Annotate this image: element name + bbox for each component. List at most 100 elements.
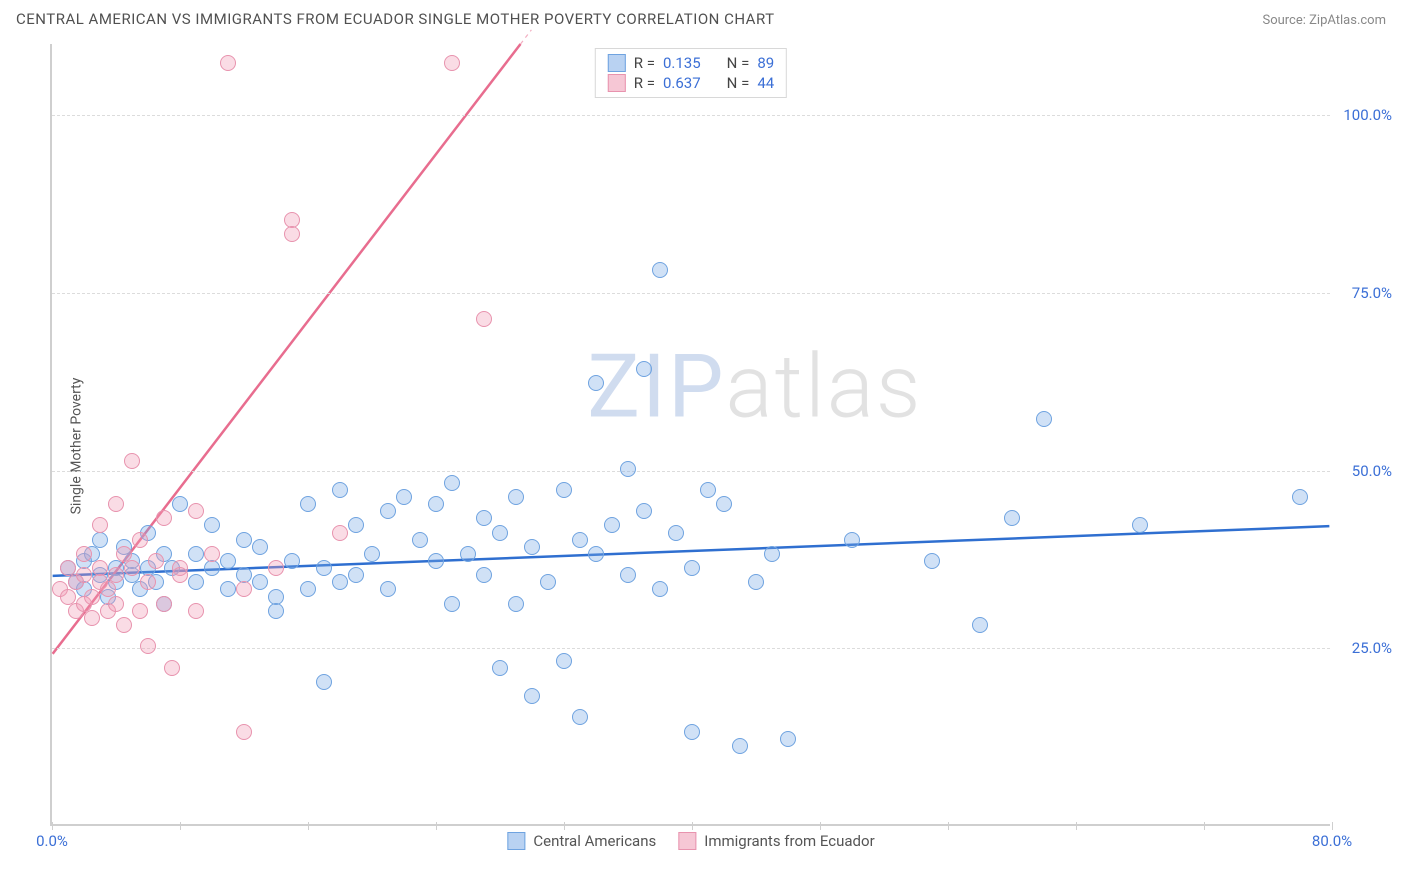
data-point (524, 688, 540, 704)
data-point (164, 660, 180, 676)
x-tick-label: 0.0% (36, 832, 68, 850)
data-point (668, 525, 684, 541)
data-point (124, 560, 140, 576)
x-tick (1076, 822, 1077, 830)
data-point (140, 638, 156, 654)
data-point (132, 532, 148, 548)
legend-swatch (678, 832, 696, 850)
data-point (972, 617, 988, 633)
y-tick-label: 25.0% (1352, 639, 1392, 657)
data-point (764, 546, 780, 562)
data-point (636, 361, 652, 377)
data-point (556, 482, 572, 498)
data-point (652, 262, 668, 278)
data-point (684, 724, 700, 740)
legend-r-label: R = (634, 54, 655, 72)
x-tick (948, 822, 949, 830)
data-point (76, 567, 92, 583)
data-point (620, 567, 636, 583)
data-point (524, 539, 540, 555)
data-point (636, 503, 652, 519)
gridline-h (52, 471, 1330, 472)
data-point (428, 553, 444, 569)
data-point (588, 375, 604, 391)
data-point (236, 724, 252, 740)
data-point (92, 517, 108, 533)
data-point (540, 574, 556, 590)
data-point (156, 510, 172, 526)
data-point (284, 553, 300, 569)
data-point (252, 539, 268, 555)
data-point (92, 532, 108, 548)
data-point (556, 653, 572, 669)
data-point (108, 596, 124, 612)
data-point (188, 503, 204, 519)
data-point (220, 581, 236, 597)
data-point (76, 546, 92, 562)
data-point (172, 496, 188, 512)
x-tick (1332, 822, 1333, 830)
data-point (188, 574, 204, 590)
data-point (572, 709, 588, 725)
gridline-h (52, 115, 1330, 116)
data-point (1292, 489, 1308, 505)
data-point (492, 660, 508, 676)
data-point (380, 581, 396, 597)
data-point (124, 453, 140, 469)
x-tick (436, 822, 437, 830)
data-point (348, 567, 364, 583)
data-point (116, 617, 132, 633)
data-point (300, 581, 316, 597)
data-point (444, 55, 460, 71)
data-point (428, 496, 444, 512)
source-label: Source: ZipAtlas.com (1262, 13, 1386, 28)
x-tick (1204, 822, 1205, 830)
legend-r-value: 0.637 (663, 74, 701, 92)
data-point (572, 532, 588, 548)
x-tick (692, 822, 693, 830)
legend-correlation: R =0.135N =89R =0.637N =44 (595, 48, 787, 98)
x-tick (564, 822, 565, 830)
data-point (268, 560, 284, 576)
legend-r-label: R = (634, 74, 655, 92)
data-point (1004, 510, 1020, 526)
data-point (508, 596, 524, 612)
data-point (84, 589, 100, 605)
data-point (332, 574, 348, 590)
legend-swatch (608, 74, 626, 92)
legend-r-value: 0.135 (663, 54, 701, 72)
legend-series-label: Immigrants from Ecuador (704, 832, 874, 850)
legend-series-item: Central Americans (507, 832, 656, 850)
legend-series-item: Immigrants from Ecuador (678, 832, 874, 850)
data-point (700, 482, 716, 498)
data-point (252, 574, 268, 590)
data-point (156, 596, 172, 612)
data-point (236, 581, 252, 597)
gridline-h (52, 293, 1330, 294)
gridline-h (52, 648, 1330, 649)
data-point (444, 596, 460, 612)
data-point (652, 581, 668, 597)
data-point (220, 553, 236, 569)
trend-lines-layer (52, 44, 1330, 824)
data-point (172, 567, 188, 583)
data-point (604, 517, 620, 533)
data-point (684, 560, 700, 576)
data-point (444, 475, 460, 491)
plot-wrap: ZIPatlas R =0.135N =89R =0.637N =44 Cent… (50, 44, 1330, 826)
data-point (348, 517, 364, 533)
data-point (188, 603, 204, 619)
data-point (492, 525, 508, 541)
data-point (748, 574, 764, 590)
data-point (396, 489, 412, 505)
y-tick-label: 75.0% (1352, 284, 1392, 302)
legend-n-value: 89 (757, 54, 774, 72)
data-point (1132, 517, 1148, 533)
legend-swatch (507, 832, 525, 850)
x-tick (308, 822, 309, 830)
data-point (1036, 411, 1052, 427)
y-tick-label: 100.0% (1343, 106, 1392, 124)
data-point (364, 546, 380, 562)
data-point (284, 226, 300, 242)
data-point (620, 461, 636, 477)
